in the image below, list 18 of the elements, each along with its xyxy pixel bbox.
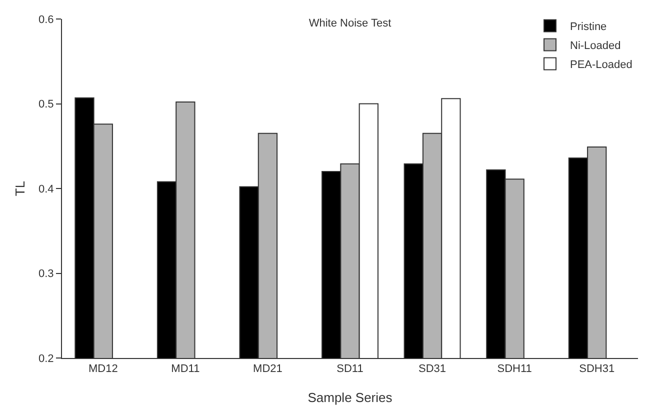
x-tick-label: SDH11 bbox=[497, 363, 532, 376]
y-tick-label: 0.4 bbox=[38, 183, 54, 196]
x-tick-label: MD21 bbox=[253, 363, 282, 376]
y-tick-label: 0.2 bbox=[38, 352, 54, 365]
x-tick-label: MD12 bbox=[88, 363, 118, 376]
x-tick-label: SD11 bbox=[336, 363, 364, 376]
y-axis-title: TL bbox=[12, 180, 28, 196]
legend-label: PEA-Loaded bbox=[570, 58, 632, 71]
x-tick-label: SD31 bbox=[418, 363, 446, 376]
x-axis-title: Sample Series bbox=[308, 390, 393, 405]
x-tick-label: SDH31 bbox=[579, 363, 615, 376]
x-tick-label: MD11 bbox=[171, 363, 200, 376]
y-tick-label: 0.3 bbox=[38, 268, 54, 280]
chart-title: White Noise Test bbox=[308, 17, 392, 30]
legend-label: Pristine bbox=[570, 20, 607, 33]
y-tick-label: 0.5 bbox=[38, 98, 54, 111]
y-tick-label: 0.6 bbox=[38, 14, 54, 26]
legend-label: Ni-Loaded bbox=[570, 40, 621, 52]
